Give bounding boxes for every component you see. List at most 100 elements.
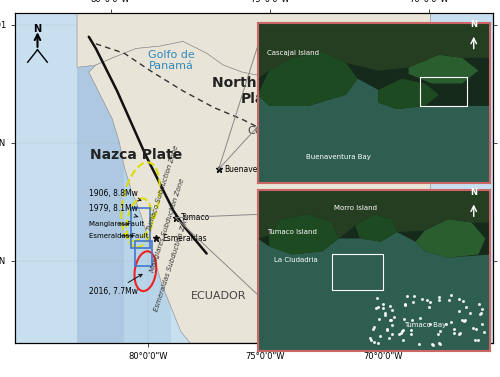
- Point: [476, 301, 484, 307]
- Text: 0: 0: [276, 316, 280, 320]
- Polygon shape: [124, 13, 172, 343]
- Point: [428, 342, 436, 348]
- Point: [386, 317, 394, 323]
- Point: [383, 326, 391, 332]
- Text: Esmeraldas: Esmeraldas: [162, 234, 206, 243]
- Point: [399, 337, 407, 343]
- Point: [442, 321, 450, 327]
- Point: [408, 299, 416, 305]
- Point: [426, 299, 434, 305]
- Text: Esmeraldas Fault: Esmeraldas Fault: [89, 233, 148, 239]
- Text: N: N: [470, 188, 477, 197]
- Point: [466, 310, 474, 316]
- Point: [408, 317, 416, 323]
- Point: [382, 310, 390, 316]
- Point: [434, 340, 442, 346]
- Point: [376, 333, 384, 339]
- Point: [460, 318, 468, 324]
- Text: Nazca Plate: Nazca Plate: [90, 147, 182, 162]
- Point: [396, 330, 404, 336]
- Polygon shape: [408, 55, 478, 84]
- Polygon shape: [258, 232, 490, 351]
- Point: [444, 297, 452, 303]
- Text: COLOMBIA: COLOMBIA: [248, 126, 307, 136]
- Text: Manglares Subduction Zone: Manglares Subduction Zone: [150, 178, 186, 273]
- Bar: [294, 326, 311, 335]
- Point: [474, 337, 482, 343]
- Point: [388, 307, 396, 313]
- Point: [462, 317, 469, 323]
- Point: [374, 340, 382, 346]
- Point: [435, 297, 443, 303]
- Bar: [311, 326, 344, 335]
- Point: [455, 331, 463, 337]
- Text: Tumaco Bay: Tumaco Bay: [404, 322, 446, 328]
- Point: [428, 341, 436, 347]
- Polygon shape: [89, 41, 430, 343]
- Text: Km: Km: [380, 316, 390, 320]
- Point: [382, 311, 390, 317]
- Point: [448, 319, 456, 325]
- Text: 1906, 8.8Mw: 1906, 8.8Mw: [89, 189, 141, 201]
- Point: [402, 301, 409, 307]
- Polygon shape: [355, 215, 397, 242]
- Point: [455, 296, 463, 302]
- Bar: [278, 326, 294, 335]
- Point: [374, 304, 382, 310]
- Text: ECUADOR: ECUADOR: [190, 291, 246, 301]
- Text: South American
Plate: South American Plate: [262, 281, 387, 311]
- Point: [425, 304, 433, 310]
- Point: [372, 305, 380, 311]
- Point: [372, 295, 380, 301]
- Point: [418, 296, 426, 302]
- Point: [480, 328, 488, 334]
- Text: Tumaco Island: Tumaco Island: [267, 228, 316, 234]
- Point: [368, 337, 376, 343]
- Point: [478, 310, 486, 316]
- Point: [400, 302, 408, 308]
- Text: Buenaventura: Buenaventura: [224, 165, 279, 174]
- Point: [380, 301, 388, 307]
- Point: [390, 314, 398, 320]
- Text: 1979, 8.1Mw: 1979, 8.1Mw: [89, 204, 138, 217]
- Point: [399, 326, 407, 333]
- Point: [472, 326, 480, 332]
- Point: [370, 324, 378, 330]
- Point: [478, 321, 486, 327]
- Point: [385, 334, 393, 340]
- Text: Morro Island: Morro Island: [334, 205, 376, 211]
- Point: [471, 337, 479, 343]
- Point: [436, 341, 444, 347]
- Text: N: N: [470, 20, 477, 29]
- Polygon shape: [77, 13, 124, 343]
- Point: [456, 330, 464, 336]
- Point: [383, 327, 391, 333]
- Text: Tumaco Subduction Zone: Tumaco Subduction Zone: [146, 144, 180, 231]
- Point: [378, 305, 386, 311]
- Point: [410, 293, 418, 299]
- Point: [422, 297, 430, 303]
- Point: [426, 321, 434, 327]
- Point: [448, 292, 456, 298]
- Point: [403, 293, 411, 299]
- Point: [462, 304, 470, 310]
- Point: [434, 294, 442, 300]
- Point: [450, 326, 458, 332]
- Text: Esmeraldas Subduction Zone: Esmeraldas Subduction Zone: [154, 213, 191, 313]
- Point: [395, 331, 403, 337]
- Point: [386, 317, 394, 323]
- Point: [416, 315, 424, 321]
- Point: [400, 316, 408, 322]
- Text: Manglares Fault: Manglares Fault: [89, 221, 144, 227]
- Text: 2016, 7.7Mw: 2016, 7.7Mw: [89, 274, 142, 296]
- Point: [366, 336, 374, 342]
- Polygon shape: [258, 79, 490, 183]
- Point: [458, 317, 466, 323]
- Polygon shape: [258, 190, 490, 239]
- Point: [469, 325, 477, 331]
- Point: [388, 331, 396, 337]
- Point: [388, 322, 396, 328]
- Point: [455, 308, 463, 314]
- Point: [478, 306, 486, 312]
- Text: Cascajal Island: Cascajal Island: [267, 50, 319, 56]
